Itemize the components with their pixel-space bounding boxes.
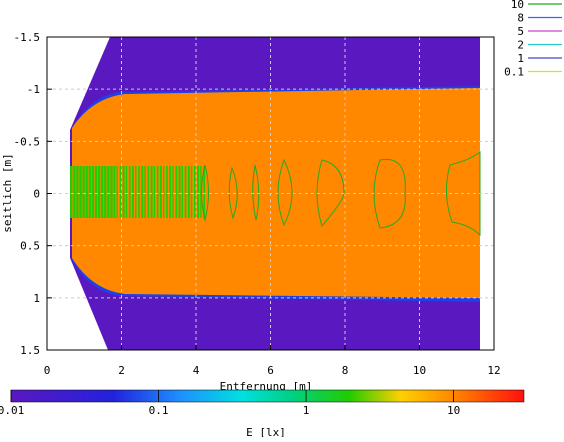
colorbar-ticks: 0.01 0.1 1 10 [0,390,460,417]
core-bar [70,166,73,218]
legend-label: 2 [517,39,524,52]
y-tick-label: 0.5 [20,240,40,253]
core-bar [110,166,113,218]
core-bar [163,166,165,218]
core-bar [73,166,76,218]
y-tick-label: -0.5 [14,135,41,148]
contour-10 [252,164,260,221]
core-bar [107,166,110,218]
core-bar [138,166,140,218]
core-bar [175,166,178,218]
y-axis-ticks: -1.5 -1 -0.5 0 0.5 1 1.5 [14,31,52,357]
core-bar [147,166,150,218]
core-bar [79,166,82,218]
core-bar [150,166,153,218]
core-bar [76,166,79,218]
x-axis-ticks: 0 2 4 6 8 10 12 [44,345,501,377]
legend-label: 5 [517,25,524,38]
core-bar [101,166,104,218]
contour-10 [316,159,345,228]
y-axis-label: seitlich [m] [1,153,14,232]
core-bar [194,166,196,218]
core-bar [125,166,128,218]
core-bar [141,166,144,218]
y-tick-label: 1 [33,292,40,305]
core-bar [169,166,172,218]
core-bar [91,166,95,218]
core-bar [116,166,118,218]
x-tick-label: 2 [118,364,125,377]
contour-10 [201,164,209,222]
region-core [70,166,205,218]
core-bar [197,166,200,218]
grid-lines [47,37,494,350]
core-bar [166,166,168,218]
colorbar-tick-label: 10 [447,404,460,417]
core-bar [128,166,131,218]
core-bar [159,166,162,218]
legend-label: 0.1 [504,66,524,79]
core-bar [82,166,85,218]
x-tick-label: 4 [193,364,200,377]
core-bar [178,166,181,218]
core-bar [113,166,116,218]
core-bar [132,166,134,218]
colorbar-label: E [lx] [246,426,286,437]
colorbar-tick-label: 1 [303,404,310,417]
core-bar [122,166,125,218]
contour-10 [446,150,481,237]
x-tick-label: 6 [267,364,274,377]
core-bar [156,166,159,218]
contour-10 [373,158,406,229]
y-tick-label: 1.5 [20,344,40,357]
colorbar [10,389,525,403]
core-bar [88,166,91,218]
contour-10 [277,158,293,227]
core-bar [97,166,101,218]
core-bar [181,166,183,218]
colorbar-tick-label: 0.1 [149,404,169,417]
contour-10 [228,166,238,220]
core-bar [85,166,88,218]
legend-label: 8 [517,12,524,25]
core-bar [172,166,174,218]
core-bar [119,166,122,218]
x-tick-label: 10 [413,364,426,377]
y-tick-label: -1 [27,83,40,96]
core-bar [144,166,146,218]
colorbar-tick-label: 0.01 [0,404,24,417]
y-tick-label: -1.5 [14,31,41,44]
legend-label: 1 [517,52,524,65]
core-bar [187,166,190,218]
core-bar [94,166,98,218]
core-bar [190,166,193,218]
core-bar [200,166,202,218]
x-tick-label: 0 [44,364,51,377]
y-tick-label: 0 [33,188,40,201]
legend-label: 10 [511,0,524,11]
core-bar [153,166,156,218]
contour-lines [201,150,481,237]
core-bar [104,166,107,218]
core-bar [203,166,205,218]
core-bar [184,166,187,218]
core-bar [135,166,137,218]
x-tick-label: 12 [487,364,500,377]
x-tick-label: 8 [342,364,349,377]
